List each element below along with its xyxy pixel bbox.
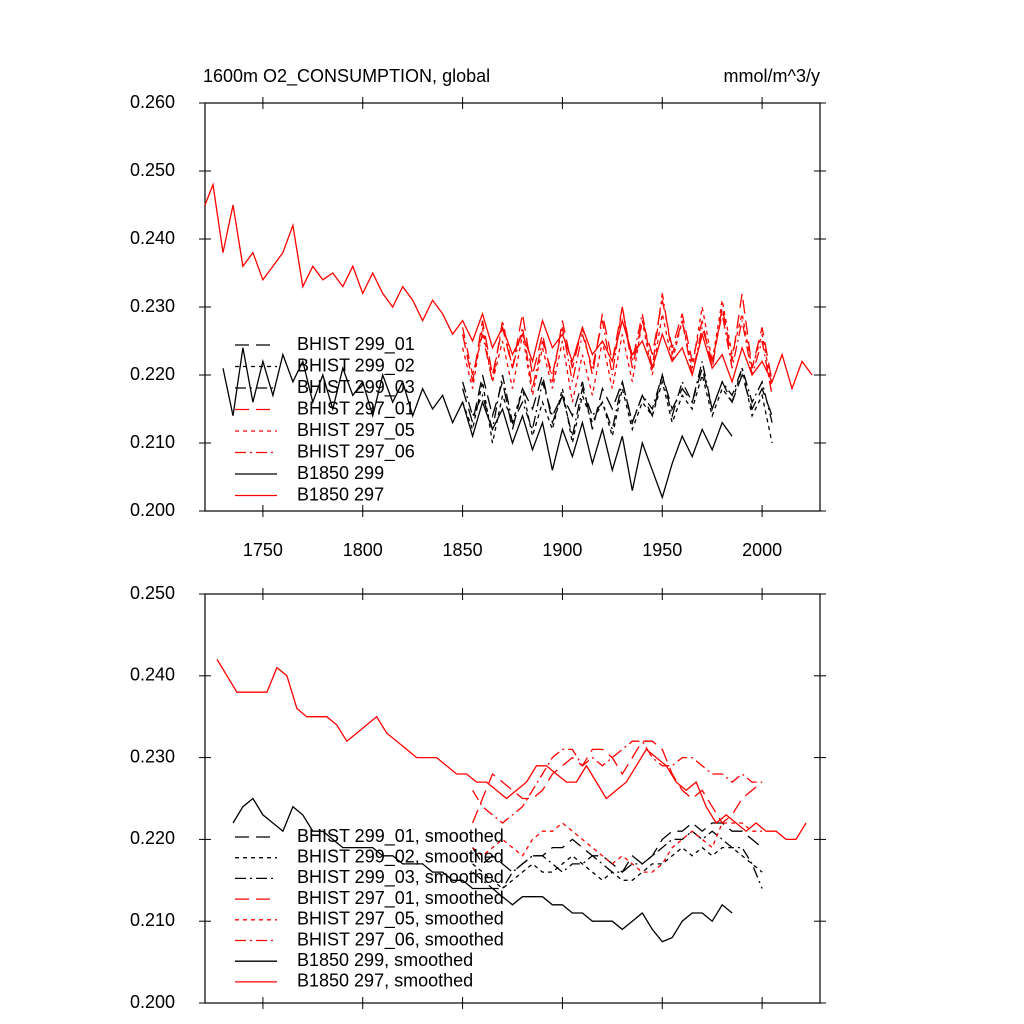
legend-label: BHIST 297_01, smoothed bbox=[297, 888, 504, 909]
legend-label: BHIST 297_05 bbox=[297, 420, 415, 441]
series-line bbox=[461, 361, 773, 437]
y-tick-label: 0.230 bbox=[130, 746, 175, 766]
y-tick-label: 0.200 bbox=[130, 500, 175, 520]
series-line bbox=[461, 365, 773, 430]
legend-label: BHIST 299_02 bbox=[297, 355, 415, 376]
series-line bbox=[216, 659, 807, 841]
y-tick-label: 0.250 bbox=[130, 160, 175, 180]
legend-label: BHIST 299_01 bbox=[297, 334, 415, 355]
y-tick-label: 0.250 bbox=[130, 583, 175, 603]
legend-label: BHIST 299_01, smoothed bbox=[297, 826, 504, 847]
y-tick-label: 0.210 bbox=[130, 910, 175, 930]
series-line bbox=[472, 822, 763, 874]
series-line bbox=[204, 182, 813, 391]
plot-frame bbox=[204, 593, 821, 1004]
x-tick-label: 1800 bbox=[343, 540, 383, 560]
legend-label: BHIST 299_03, smoothed bbox=[297, 867, 504, 888]
series-line bbox=[222, 347, 733, 500]
chart-title: 1600m O2_CONSUMPTION, global bbox=[203, 66, 490, 87]
x-tick-label: 1850 bbox=[443, 540, 483, 560]
series-line bbox=[472, 822, 763, 873]
series-line bbox=[472, 846, 763, 890]
y-tick-label: 0.220 bbox=[130, 364, 175, 384]
units-label: mmol/m^3/y bbox=[724, 66, 820, 86]
legend-label: BHIST 297_01 bbox=[297, 398, 415, 419]
series-line bbox=[232, 797, 733, 943]
x-tick-label: 1950 bbox=[642, 540, 682, 560]
legend-label: B1850 297 bbox=[297, 484, 384, 504]
y-tick-label: 0.240 bbox=[130, 228, 175, 248]
x-tick-label: 1900 bbox=[542, 540, 582, 560]
x-tick-label: 1750 bbox=[243, 540, 283, 560]
y-tick-label: 0.200 bbox=[130, 992, 175, 1012]
legend-label: B1850 299 bbox=[297, 463, 384, 483]
y-tick-label: 0.260 bbox=[130, 92, 175, 112]
legend-label: B1850 299, smoothed bbox=[297, 950, 473, 970]
series-line bbox=[461, 293, 773, 382]
legend-label: BHIST 297_06, smoothed bbox=[297, 929, 504, 950]
series-line bbox=[461, 368, 773, 444]
x-tick-label: 2000 bbox=[742, 540, 782, 560]
y-tick-label: 0.240 bbox=[130, 665, 175, 685]
y-tick-label: 0.220 bbox=[130, 828, 175, 848]
legend-label: BHIST 297_06 bbox=[297, 441, 415, 462]
series-line bbox=[471, 740, 763, 824]
legend-label: BHIST 299_02, smoothed bbox=[297, 846, 504, 867]
legend-label: B1850 297, smoothed bbox=[297, 971, 473, 991]
y-tick-label: 0.210 bbox=[130, 432, 175, 452]
y-tick-label: 0.230 bbox=[130, 296, 175, 316]
legend-label: BHIST 299_03 bbox=[297, 377, 415, 398]
legend-label: BHIST 297_05, smoothed bbox=[297, 909, 504, 930]
series-line bbox=[461, 300, 773, 403]
series-line bbox=[472, 830, 763, 890]
series-line bbox=[472, 740, 763, 824]
